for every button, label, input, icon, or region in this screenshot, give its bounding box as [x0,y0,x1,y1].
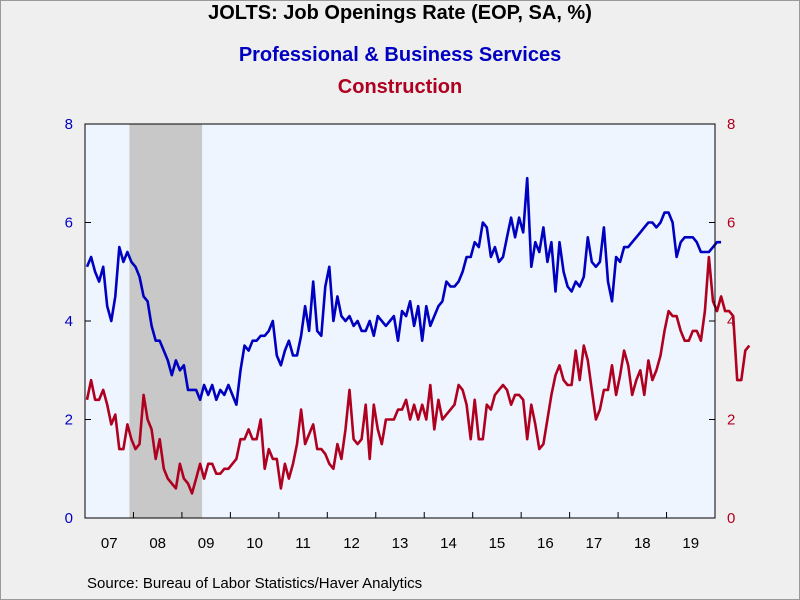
x-tick-label: 15 [489,535,506,552]
legend-entry-professional-business-services: Professional & Business Services [238,44,562,66]
y-left-tick-label: 6 [65,215,73,232]
x-tick-label: 13 [392,535,409,552]
y-right-tick-label: 0 [727,510,735,527]
recession-shade [129,124,203,518]
y-left-tick-label: 8 [65,116,73,133]
x-tick-label: 09 [198,535,215,552]
y-right-tick-label: 6 [727,215,735,232]
series-line-professional-business-services [85,176,722,406]
y-right-tick-label: 4 [727,313,735,330]
x-tick-label: 07 [101,535,118,552]
series-line-construction [85,255,751,495]
y-left-tick-label: 2 [65,412,73,429]
legend-entry-construction: Construction [337,76,463,98]
source-note: Source: Bureau of Labor Statistics/Haver… [87,575,423,592]
x-tick-label: 08 [149,535,166,552]
x-tick-label: 14 [440,535,457,552]
x-tick-label: 16 [537,535,554,552]
x-tick-label: 19 [682,535,699,552]
x-tick-label: 10 [246,535,263,552]
x-tick-label: 12 [343,535,360,552]
x-tick-label: 17 [586,535,603,552]
y-right-tick-label: 8 [727,116,735,133]
y-left-tick-label: 0 [65,510,73,527]
chart-title: JOLTS: Job Openings Rate (EOP, SA, %) [208,2,592,24]
x-tick-label: 18 [634,535,651,552]
x-tick-label: 11 [295,535,311,552]
y-left-tick-label: 4 [65,313,73,330]
y-right-tick-label: 2 [727,412,735,429]
